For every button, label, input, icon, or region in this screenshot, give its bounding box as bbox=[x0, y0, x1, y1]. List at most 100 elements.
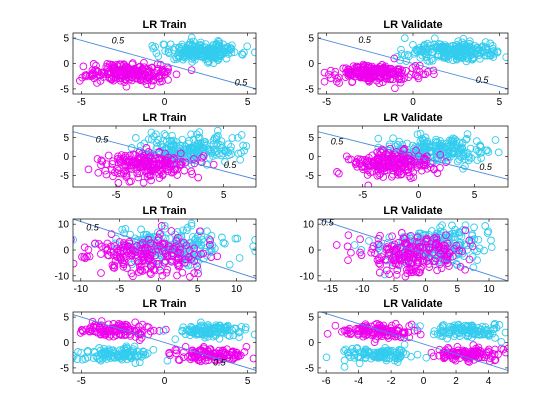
data-point-class-b bbox=[198, 355, 206, 364]
decision-boundary-line bbox=[73, 314, 256, 371]
data-point-class-b bbox=[196, 357, 205, 366]
data-point-class-a bbox=[171, 335, 180, 344]
data-point-class-a bbox=[469, 263, 478, 272]
data-point-class-b bbox=[405, 244, 413, 253]
x-tick-label: 5 bbox=[472, 190, 478, 201]
data-point-class-b bbox=[134, 153, 142, 162]
data-point-class-b bbox=[147, 81, 156, 90]
chart-title: LR Validate bbox=[383, 298, 442, 310]
data-point-class-a bbox=[439, 53, 448, 62]
data-point-class-a bbox=[98, 351, 106, 360]
data-point-class-a bbox=[464, 152, 473, 161]
data-point-class-a bbox=[466, 144, 475, 153]
data-point-class-b bbox=[139, 153, 148, 162]
data-point-class-a bbox=[493, 47, 502, 56]
data-point-class-a bbox=[459, 148, 468, 157]
data-point-class-b bbox=[124, 157, 133, 165]
data-point-class-a bbox=[201, 247, 210, 256]
data-point-class-b bbox=[94, 168, 103, 177]
data-point-class-b bbox=[186, 272, 194, 281]
data-point-class-a bbox=[118, 225, 127, 234]
data-point-class-a bbox=[153, 232, 161, 241]
data-point-class-b bbox=[108, 61, 117, 69]
data-point-class-b bbox=[374, 167, 382, 175]
data-point-class-a bbox=[162, 131, 170, 140]
y-tick-label: 5 bbox=[308, 133, 314, 144]
data-point-class-a bbox=[187, 221, 196, 230]
data-point-class-b bbox=[358, 324, 366, 333]
data-point-class-a bbox=[463, 130, 472, 138]
subplot-1: LR Train 0.5 0.5 -5 0 5 -5 0 5 bbox=[60, 19, 257, 108]
data-point-class-b bbox=[126, 70, 134, 79]
data-point-class-b bbox=[167, 227, 176, 235]
data-point-class-b bbox=[382, 266, 391, 275]
data-point-class-a bbox=[360, 350, 368, 359]
data-point-class-b bbox=[98, 68, 106, 77]
data-point-class-b bbox=[173, 271, 181, 280]
data-point-class-b bbox=[378, 163, 387, 172]
data-point-class-b bbox=[381, 74, 390, 82]
data-point-class-a bbox=[438, 328, 447, 337]
data-point-class-a bbox=[251, 236, 256, 244]
y-tick-label: -5 bbox=[60, 171, 69, 182]
chart-title: LR Train bbox=[142, 112, 186, 124]
data-point-class-a bbox=[416, 142, 424, 151]
data-point-class-b bbox=[376, 165, 385, 174]
data-point-class-b bbox=[402, 66, 410, 75]
data-point-class-a bbox=[451, 50, 460, 58]
data-point-class-a bbox=[463, 328, 471, 337]
data-point-class-b bbox=[185, 246, 194, 254]
data-point-class-b bbox=[137, 153, 145, 162]
data-point-class-b bbox=[407, 265, 415, 274]
data-point-class-b bbox=[376, 72, 385, 81]
y-tick-label: -5 bbox=[305, 363, 314, 374]
data-point-class-a bbox=[445, 136, 454, 145]
data-point-class-b bbox=[136, 250, 145, 258]
data-point-class-b bbox=[126, 151, 134, 160]
data-point-class-a bbox=[172, 142, 181, 150]
data-point-class-a bbox=[193, 130, 201, 139]
data-point-class-a bbox=[453, 52, 461, 60]
data-point-class-a bbox=[423, 44, 432, 53]
data-point-class-b bbox=[401, 272, 410, 281]
data-point-class-b bbox=[375, 259, 383, 268]
data-point-class-b bbox=[168, 256, 177, 264]
data-point-class-b bbox=[361, 61, 369, 70]
data-point-class-b bbox=[97, 161, 105, 169]
data-point-class-a bbox=[438, 221, 446, 230]
data-point-class-a bbox=[350, 241, 359, 249]
data-point-class-a bbox=[471, 42, 479, 50]
data-point-class-a bbox=[122, 348, 131, 357]
data-point-class-a bbox=[450, 332, 459, 341]
data-point-class-a bbox=[159, 327, 168, 335]
data-point-class-a bbox=[242, 142, 251, 150]
data-point-class-b bbox=[326, 66, 335, 75]
chart-title: LR Train bbox=[142, 19, 186, 31]
data-point-class-a bbox=[241, 323, 250, 332]
data-point-class-b bbox=[358, 70, 367, 78]
data-point-class-b bbox=[101, 331, 110, 339]
data-point-class-b bbox=[136, 74, 145, 83]
data-point-class-a bbox=[467, 44, 476, 52]
data-point-class-b bbox=[127, 258, 136, 267]
data-point-class-b bbox=[371, 324, 380, 333]
data-point-class-a bbox=[192, 324, 201, 333]
data-point-class-b bbox=[118, 72, 127, 81]
data-point-class-a bbox=[398, 141, 407, 149]
data-point-class-b bbox=[107, 230, 116, 238]
data-point-class-b bbox=[389, 170, 397, 179]
data-point-class-b bbox=[114, 152, 122, 161]
data-point-class-a bbox=[73, 354, 77, 362]
data-point-class-a bbox=[195, 128, 204, 136]
data-point-class-b bbox=[396, 155, 405, 164]
scatter-points bbox=[320, 34, 508, 93]
data-point-class-b bbox=[162, 160, 170, 169]
data-point-class-a bbox=[105, 345, 113, 354]
x-tick-label: -2 bbox=[387, 376, 396, 387]
data-point-class-a bbox=[491, 136, 500, 144]
y-tick-label: 0 bbox=[63, 246, 69, 257]
data-point-class-b bbox=[406, 259, 415, 268]
data-point-class-a bbox=[355, 359, 364, 368]
decision-boundary-line bbox=[318, 219, 508, 281]
decision-boundary-line bbox=[73, 37, 256, 90]
